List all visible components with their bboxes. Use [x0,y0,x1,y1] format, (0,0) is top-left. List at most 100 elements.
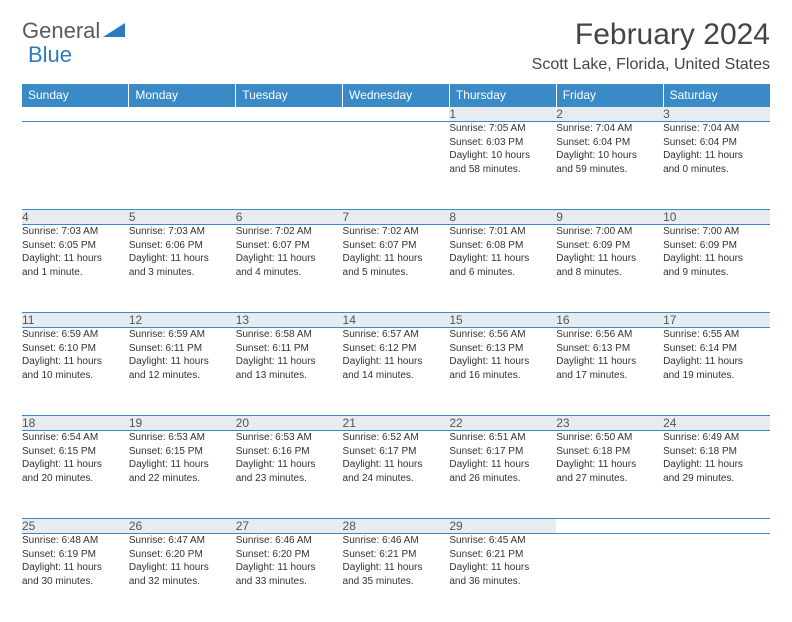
sunrise-text: Sunrise: 6:45 AM [449,534,556,548]
day-number-cell: 19 [129,416,236,431]
sunrise-text: Sunrise: 7:03 AM [22,225,129,239]
daylight-text-1: Daylight: 11 hours [22,355,129,369]
daylight-text-1: Daylight: 11 hours [129,252,236,266]
day-content-cell: Sunrise: 6:46 AMSunset: 6:21 PMDaylight:… [343,534,450,622]
sunset-text: Sunset: 6:05 PM [22,239,129,253]
daylight-text-2: and 16 minutes. [449,369,556,383]
daylight-text-1: Daylight: 11 hours [449,458,556,472]
day-content-cell: Sunrise: 7:04 AMSunset: 6:04 PMDaylight:… [663,122,770,210]
day-number-cell: 14 [343,313,450,328]
weekday-header: Saturday [663,84,770,107]
day-content-cell [22,122,129,210]
day-content-row: Sunrise: 7:05 AMSunset: 6:03 PMDaylight:… [22,122,770,210]
logo-text-general: General [22,18,100,44]
day-content-cell: Sunrise: 6:58 AMSunset: 6:11 PMDaylight:… [236,328,343,416]
daylight-text-2: and 10 minutes. [22,369,129,383]
sunrise-text: Sunrise: 6:52 AM [343,431,450,445]
daylight-text-1: Daylight: 11 hours [236,561,343,575]
calendar-header-row: SundayMondayTuesdayWednesdayThursdayFrid… [22,84,770,107]
sunrise-text: Sunrise: 6:48 AM [22,534,129,548]
day-number-cell [663,519,770,534]
sunrise-text: Sunrise: 6:55 AM [663,328,770,342]
daylight-text-1: Daylight: 11 hours [556,355,663,369]
sunset-text: Sunset: 6:03 PM [449,136,556,150]
daylight-text-2: and 27 minutes. [556,472,663,486]
sunrise-text: Sunrise: 6:56 AM [449,328,556,342]
sunset-text: Sunset: 6:09 PM [663,239,770,253]
day-content-cell: Sunrise: 7:05 AMSunset: 6:03 PMDaylight:… [449,122,556,210]
day-number-cell: 7 [343,210,450,225]
weekday-header: Wednesday [343,84,450,107]
sunset-text: Sunset: 6:17 PM [343,445,450,459]
day-number-cell: 24 [663,416,770,431]
day-number-cell [343,107,450,122]
sunset-text: Sunset: 6:21 PM [343,548,450,562]
daylight-text-2: and 30 minutes. [22,575,129,589]
day-content-cell: Sunrise: 6:48 AMSunset: 6:19 PMDaylight:… [22,534,129,622]
sunset-text: Sunset: 6:20 PM [236,548,343,562]
day-content-cell: Sunrise: 6:59 AMSunset: 6:10 PMDaylight:… [22,328,129,416]
sunrise-text: Sunrise: 6:53 AM [236,431,343,445]
daylight-text-2: and 58 minutes. [449,163,556,177]
day-number-cell: 5 [129,210,236,225]
day-number-cell: 28 [343,519,450,534]
day-content-cell: Sunrise: 6:50 AMSunset: 6:18 PMDaylight:… [556,431,663,519]
daylight-text-1: Daylight: 11 hours [343,252,450,266]
sunset-text: Sunset: 6:08 PM [449,239,556,253]
day-number-cell: 1 [449,107,556,122]
sunrise-text: Sunrise: 6:59 AM [22,328,129,342]
day-content-row: Sunrise: 6:54 AMSunset: 6:15 PMDaylight:… [22,431,770,519]
daylight-text-1: Daylight: 10 hours [556,149,663,163]
sunset-text: Sunset: 6:16 PM [236,445,343,459]
daylight-text-2: and 3 minutes. [129,266,236,280]
day-content-cell: Sunrise: 7:00 AMSunset: 6:09 PMDaylight:… [663,225,770,313]
daylight-text-2: and 24 minutes. [343,472,450,486]
sunrise-text: Sunrise: 6:46 AM [236,534,343,548]
sunrise-text: Sunrise: 7:00 AM [556,225,663,239]
daylight-text-1: Daylight: 11 hours [22,458,129,472]
day-content-cell: Sunrise: 6:57 AMSunset: 6:12 PMDaylight:… [343,328,450,416]
day-number-row: 18192021222324 [22,416,770,431]
sunrise-text: Sunrise: 6:50 AM [556,431,663,445]
day-content-cell: Sunrise: 7:01 AMSunset: 6:08 PMDaylight:… [449,225,556,313]
daylight-text-2: and 26 minutes. [449,472,556,486]
daylight-text-1: Daylight: 11 hours [449,355,556,369]
day-content-cell: Sunrise: 7:00 AMSunset: 6:09 PMDaylight:… [556,225,663,313]
daylight-text-2: and 29 minutes. [663,472,770,486]
sunset-text: Sunset: 6:14 PM [663,342,770,356]
day-number-row: 123 [22,107,770,122]
day-content-cell: Sunrise: 6:53 AMSunset: 6:15 PMDaylight:… [129,431,236,519]
sunset-text: Sunset: 6:04 PM [556,136,663,150]
day-content-cell: Sunrise: 6:56 AMSunset: 6:13 PMDaylight:… [556,328,663,416]
daylight-text-2: and 12 minutes. [129,369,236,383]
daylight-text-1: Daylight: 11 hours [556,458,663,472]
day-number-row: 45678910 [22,210,770,225]
weekday-header: Monday [129,84,236,107]
day-content-cell: Sunrise: 6:55 AMSunset: 6:14 PMDaylight:… [663,328,770,416]
weekday-header: Tuesday [236,84,343,107]
calendar-table: SundayMondayTuesdayWednesdayThursdayFrid… [22,84,770,622]
day-number-cell: 23 [556,416,663,431]
day-number-cell: 2 [556,107,663,122]
daylight-text-2: and 22 minutes. [129,472,236,486]
daylight-text-2: and 35 minutes. [343,575,450,589]
sunrise-text: Sunrise: 6:56 AM [556,328,663,342]
sunrise-text: Sunrise: 6:46 AM [343,534,450,548]
sunset-text: Sunset: 6:12 PM [343,342,450,356]
logo-text-blue: Blue [28,42,72,68]
day-number-cell: 15 [449,313,556,328]
day-number-cell: 8 [449,210,556,225]
sunrise-text: Sunrise: 6:54 AM [22,431,129,445]
day-number-cell: 10 [663,210,770,225]
daylight-text-1: Daylight: 11 hours [343,355,450,369]
daylight-text-1: Daylight: 11 hours [236,355,343,369]
sunrise-text: Sunrise: 6:53 AM [129,431,236,445]
day-content-cell: Sunrise: 6:51 AMSunset: 6:17 PMDaylight:… [449,431,556,519]
day-number-cell: 27 [236,519,343,534]
day-content-row: Sunrise: 6:59 AMSunset: 6:10 PMDaylight:… [22,328,770,416]
header: General February 2024 Scott Lake, Florid… [22,18,770,74]
daylight-text-2: and 20 minutes. [22,472,129,486]
day-number-cell: 21 [343,416,450,431]
daylight-text-2: and 8 minutes. [556,266,663,280]
day-number-cell: 26 [129,519,236,534]
